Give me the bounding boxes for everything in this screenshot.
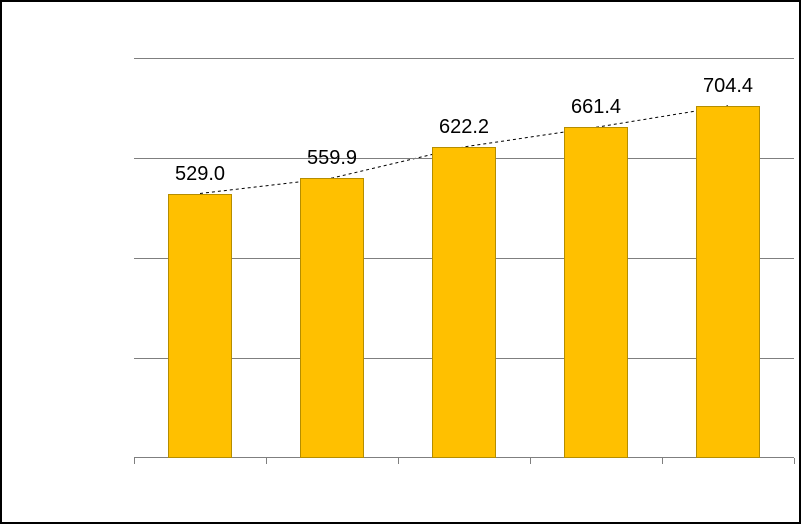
chart-frame: 529.0 559.9 622.2 661.4 704.4 (0, 0, 801, 524)
bar (432, 147, 495, 458)
bar (300, 178, 363, 458)
x-tick (266, 458, 267, 464)
bar (696, 106, 759, 458)
x-tick (134, 458, 135, 464)
bar-value-label: 559.9 (307, 147, 357, 170)
x-tick (662, 458, 663, 464)
gridline (134, 58, 794, 59)
bar-value-label: 529.0 (175, 163, 225, 186)
bar (168, 194, 231, 459)
x-tick (530, 458, 531, 464)
x-tick (794, 458, 795, 464)
x-tick (398, 458, 399, 464)
bar (564, 127, 627, 458)
plot-area: 529.0 559.9 622.2 661.4 704.4 (134, 58, 794, 458)
bar-value-label: 661.4 (571, 96, 621, 119)
bar-value-label: 704.4 (703, 75, 753, 98)
bar-value-label: 622.2 (439, 116, 489, 139)
